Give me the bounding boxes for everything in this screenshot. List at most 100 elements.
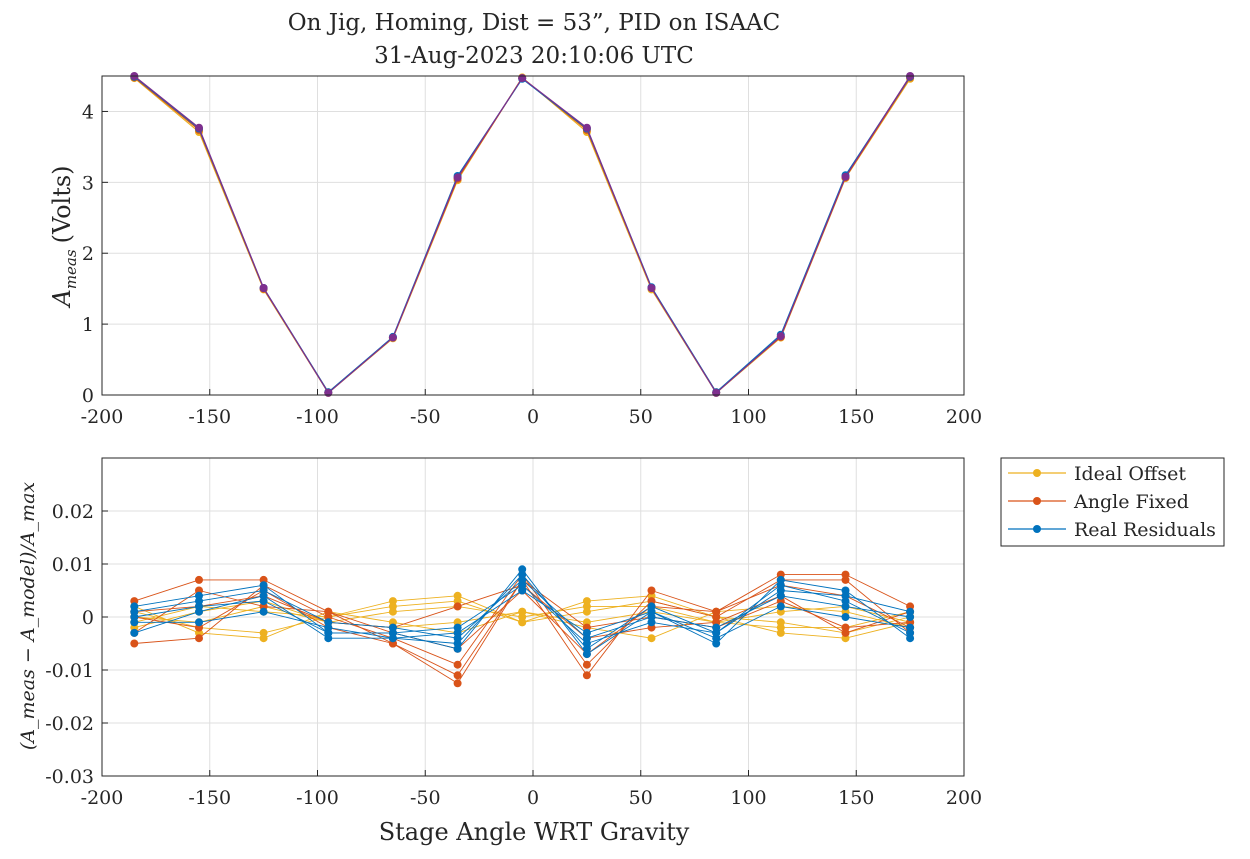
data-point: [388, 628, 397, 637]
data-point: [582, 671, 591, 680]
data-point: [453, 679, 462, 688]
data-point: [130, 613, 139, 621]
data-point: [841, 613, 850, 621]
data-point: [259, 607, 268, 616]
data-point: [841, 172, 850, 181]
data-point: [841, 575, 850, 584]
figure-title-line1: On Jig, Homing, Dist = 53”, PID on ISAAC: [288, 10, 780, 36]
data-point: [259, 597, 268, 606]
legend-label: Real Residuals: [1074, 519, 1216, 541]
series: [130, 72, 915, 397]
data-point: [453, 660, 462, 669]
data-point: [647, 284, 656, 292]
x-tick-label: -200: [81, 787, 124, 809]
series-line: [133, 75, 911, 394]
data-point: [195, 123, 203, 132]
y-tick-label: 2: [82, 243, 94, 265]
y-tick-label: 0: [82, 607, 94, 629]
top-ylabel-main: A: [48, 289, 76, 308]
data-point: [841, 591, 850, 600]
data-point: [259, 586, 268, 595]
top-ylabel-sub: meas: [62, 249, 80, 289]
data-point: [582, 123, 591, 132]
data-point: [195, 618, 203, 627]
top-axes: -200 -150 -100 -50 0 50 100 150 200 0 1 2 3 4: [81, 72, 982, 428]
x-tick-label: -150: [188, 406, 231, 428]
top-ticks: -200 -150 -100 -50 0 50 100 150 200 0 1 2 3 4: [81, 101, 982, 428]
x-tick-label: -150: [188, 787, 231, 809]
data-point: [259, 284, 268, 292]
data-point: [712, 607, 721, 616]
series-line: [133, 76, 911, 393]
x-tick-label: 100: [730, 787, 766, 809]
x-tick-label: 200: [946, 406, 982, 428]
data-point: [324, 388, 333, 397]
series: [130, 73, 915, 397]
data-point: [195, 602, 203, 611]
data-point: [324, 607, 333, 616]
y-tick-label: -0.01: [45, 660, 94, 682]
data-point: [518, 74, 527, 83]
x-tick-label: 100: [730, 406, 766, 428]
y-tick-label: 3: [82, 172, 94, 194]
data-point: [388, 602, 397, 611]
data-point: [647, 586, 656, 595]
top-series: [130, 72, 915, 397]
x-tick-label: -200: [81, 406, 124, 428]
figure-title-line2: 31-Aug-2023 20:10:06 UTC: [374, 43, 694, 69]
data-point: [712, 388, 721, 397]
x-tick-label: -50: [410, 406, 441, 428]
data-point: [195, 634, 203, 643]
top-grid: [101, 76, 965, 396]
data-point: [647, 634, 656, 643]
data-point: [841, 602, 850, 611]
legend-marker: [1033, 469, 1041, 477]
y-tick-label: 0.02: [52, 501, 94, 523]
data-point: [324, 628, 333, 637]
top-ylabel-unit: (Volts): [48, 165, 76, 243]
x-tick-label: -50: [410, 787, 441, 809]
bottom-series: [130, 565, 915, 688]
x-tick-label: -100: [296, 406, 339, 428]
data-point: [388, 333, 397, 342]
series: [130, 73, 915, 397]
x-tick-label: 50: [629, 787, 653, 809]
x-tick-label: 0: [527, 787, 539, 809]
data-point: [906, 607, 915, 616]
xlabel: Stage Angle WRT Gravity: [379, 818, 690, 846]
legend-marker: [1033, 525, 1041, 533]
data-point: [259, 634, 268, 643]
series-line: [133, 76, 911, 394]
x-tick-label: -100: [296, 787, 339, 809]
y-tick-label: 4: [82, 101, 94, 123]
series-line: [133, 76, 911, 393]
legend-label: Ideal Offset: [1074, 463, 1186, 485]
legend: Ideal Offset Angle Fixed Real Residuals: [1000, 457, 1225, 547]
data-point: [776, 602, 785, 611]
y-tick-label: 0: [82, 385, 94, 407]
data-point: [453, 671, 462, 680]
bottom-ylabel: (A_meas − A_model)/A_max: [17, 482, 39, 751]
data-point: [453, 623, 462, 632]
bottom-ticks: -200 -150 -100 -50 0 50 100 150 200 -0.03 -0.02 -0.…: [45, 501, 982, 809]
series: [130, 72, 915, 397]
y-tick-label: -0.02: [45, 713, 94, 735]
data-point: [518, 607, 527, 616]
y-tick-label: 1: [82, 314, 94, 336]
data-point: [195, 575, 203, 584]
data-point: [453, 602, 462, 611]
x-tick-label: 200: [946, 787, 982, 809]
legend-marker: [1033, 497, 1041, 505]
data-point: [582, 639, 591, 648]
y-tick-label: -0.03: [45, 766, 94, 788]
data-point: [518, 581, 527, 590]
data-point: [841, 623, 850, 632]
data-point: [906, 623, 915, 632]
x-tick-label: 150: [838, 787, 874, 809]
series: [130, 581, 915, 648]
data-point: [453, 173, 462, 182]
data-point: [582, 607, 591, 616]
y-tick-label: 0.01: [52, 554, 94, 576]
bottom-axes: -200 -150 -100 -50 0 50 100 150 200 -0.03 -0.02 -0.…: [45, 457, 982, 809]
